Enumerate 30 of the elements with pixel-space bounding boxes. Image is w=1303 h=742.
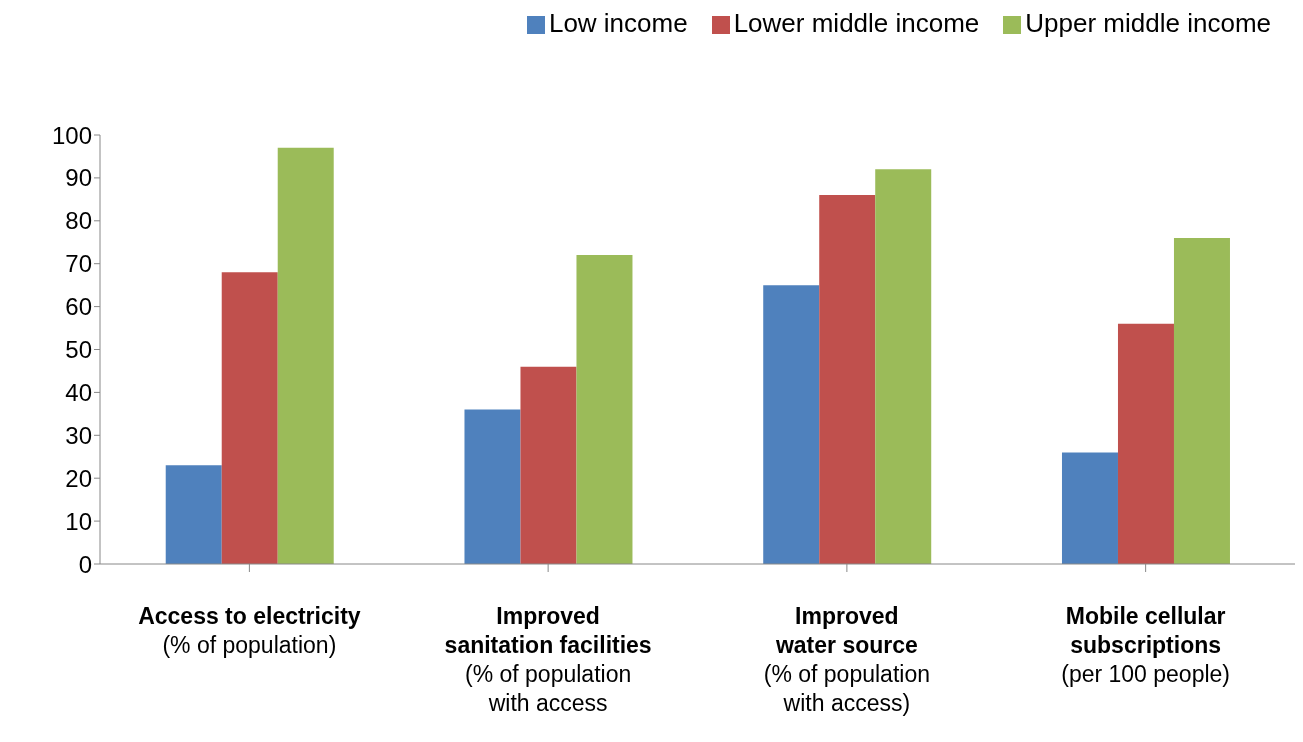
bar [221,272,278,564]
y-tick-label: 80 [65,207,92,235]
bar [875,169,932,564]
bar [819,195,876,564]
y-tick-label: 60 [65,293,92,321]
y-tick-label: 40 [65,378,92,406]
x-tick-label: Access to electricity (% of population) [138,603,361,658]
bar [464,409,521,564]
y-tick-label: 50 [65,336,92,364]
legend-label: Low income [548,8,688,38]
legend-label: Lower middle income [733,8,980,38]
bar [1173,237,1230,564]
x-tick-label: Improved sanitation facilities (% of population with access [444,603,652,716]
bar [520,366,577,564]
y-tick-label: 70 [65,250,92,278]
y-tick-label: 90 [65,164,92,192]
y-tick-label: 100 [51,121,92,149]
y-tick-label: 10 [65,507,92,535]
bar [576,255,633,564]
y-tick-label: 20 [65,464,92,492]
y-tick-label: 30 [65,421,92,449]
bar [763,285,820,564]
y-tick-label: 0 [78,550,92,578]
bar [277,147,334,564]
legend-label: Upper middle income [1025,8,1271,38]
x-tick-label: Mobile cellular subscriptions (per 100 people) [1061,603,1231,687]
bar [165,465,222,564]
bar [1061,452,1118,564]
bar [1117,323,1174,564]
x-tick-label: Improved water source (% of population with access) [763,603,930,716]
